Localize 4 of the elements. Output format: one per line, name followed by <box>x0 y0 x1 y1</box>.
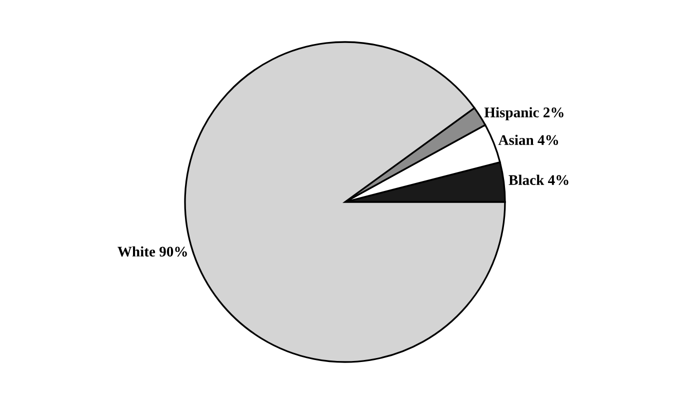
slice-label: White 90% <box>118 246 187 257</box>
slice-label: Black 4% <box>508 174 568 186</box>
slice-label: Hispanic 2% <box>484 107 564 120</box>
slice-label: Asian 4% <box>498 134 558 146</box>
